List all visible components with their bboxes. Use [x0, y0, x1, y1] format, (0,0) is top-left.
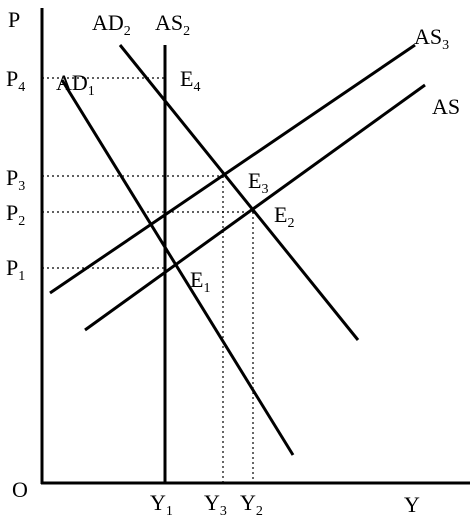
label-subscript: 2 — [183, 24, 190, 39]
label-base: AD — [92, 10, 124, 35]
curve-label: AS3 — [414, 24, 449, 53]
curve-label: AD2 — [92, 10, 131, 39]
label-base: P — [6, 165, 18, 190]
label-base: AS — [432, 94, 460, 119]
output-label: Y1 — [150, 490, 173, 519]
label-base: E — [180, 66, 193, 91]
price-label: P4 — [6, 66, 25, 95]
label-subscript: 3 — [220, 504, 227, 519]
point-label: E1 — [190, 267, 210, 296]
label-base: Y — [204, 490, 220, 515]
label-subscript: 2 — [256, 504, 263, 519]
label-subscript: 2 — [287, 216, 294, 231]
label-base: AD — [56, 70, 88, 95]
label-subscript: 1 — [18, 269, 25, 284]
curve-label: AD1 — [56, 70, 95, 99]
output-label: Y3 — [204, 490, 227, 519]
price-label: P1 — [6, 255, 25, 284]
as3-curve — [49, 43, 416, 295]
price-label: P3 — [6, 165, 25, 194]
label-base: P — [6, 200, 18, 225]
point-label: E4 — [180, 66, 200, 95]
label-base: E — [248, 168, 261, 193]
label-subscript: 3 — [442, 38, 449, 53]
label-base: P — [6, 66, 18, 91]
label-base: P — [6, 255, 18, 280]
as-curve — [84, 83, 426, 332]
label-subscript: 4 — [18, 80, 25, 95]
label-subscript: 4 — [193, 80, 200, 95]
point-label: E2 — [274, 202, 294, 231]
label-subscript: 1 — [88, 84, 95, 99]
curve-label: AS — [432, 94, 460, 119]
label-subscript: 1 — [203, 281, 210, 296]
axis-label: P — [8, 7, 20, 32]
label-base: Y — [240, 490, 256, 515]
price-label: P2 — [6, 200, 25, 229]
label-subscript: 1 — [166, 504, 173, 519]
label-base: E — [190, 267, 203, 292]
label-subscript: 3 — [18, 179, 25, 194]
label-base: E — [274, 202, 287, 227]
axis-label: Y — [404, 492, 420, 517]
label-base: AS — [414, 24, 442, 49]
label-subscript: 2 — [18, 214, 25, 229]
output-label: Y2 — [240, 490, 263, 519]
label-subscript: 3 — [261, 182, 268, 197]
curve-label: AS2 — [155, 10, 190, 39]
origin-label: O — [12, 477, 28, 502]
ad1-curve — [60, 79, 295, 456]
point-label: E3 — [248, 168, 268, 197]
label-base: AS — [155, 10, 183, 35]
label-subscript: 2 — [124, 24, 131, 39]
label-base: Y — [150, 490, 166, 515]
ad2-curve — [118, 44, 360, 341]
